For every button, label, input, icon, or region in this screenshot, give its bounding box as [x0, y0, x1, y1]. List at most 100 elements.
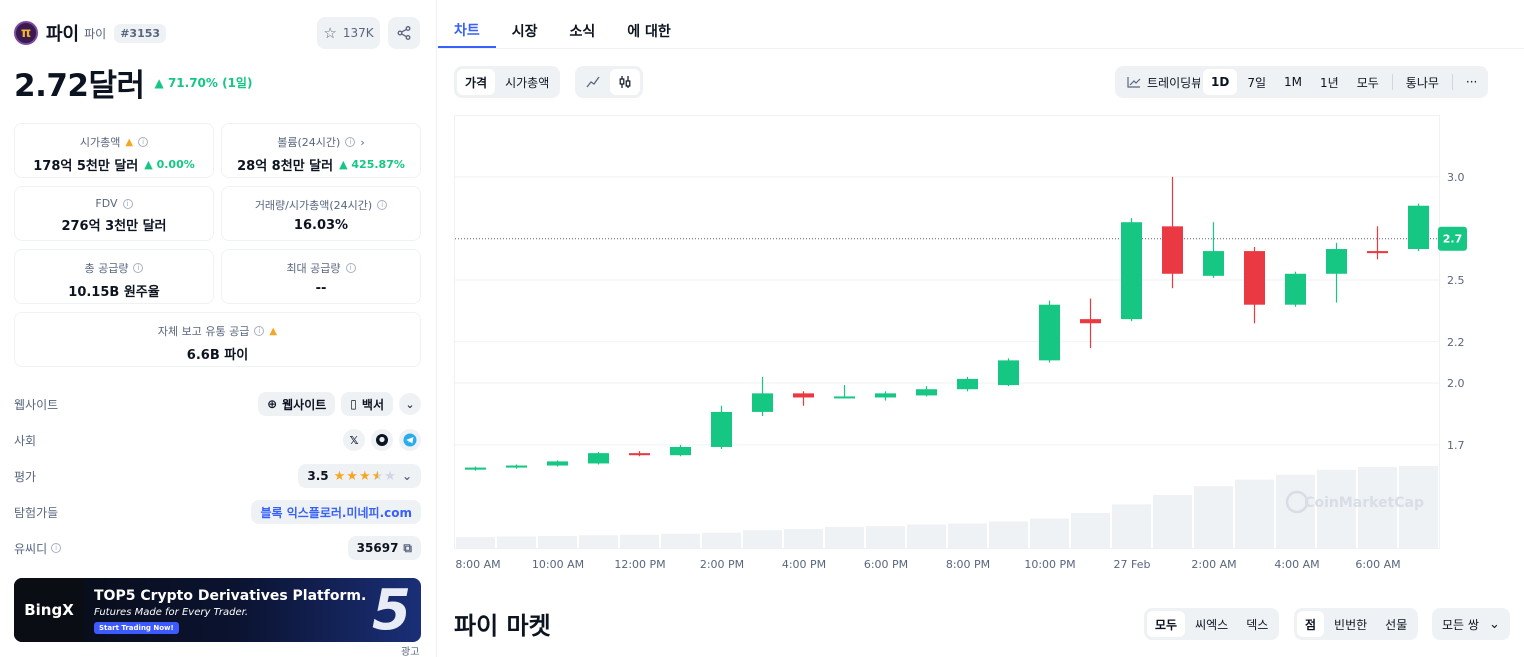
range-1d[interactable]: 1D — [1203, 69, 1238, 95]
line-chart-icon — [586, 76, 600, 88]
x-tick-label: 6:00 PM — [864, 558, 908, 571]
range-1y[interactable]: 1년 — [1320, 75, 1339, 90]
filter-all[interactable]: 모두 — [1147, 611, 1186, 637]
tradingview-icon — [1127, 77, 1141, 88]
x-tick-label: 2:00 PM — [700, 558, 744, 571]
range-7d[interactable]: 7일 — [1247, 75, 1266, 90]
tab-markets[interactable]: 시장 — [511, 24, 538, 40]
ad-headline: TOP5 Crypto Derivatives Platform. — [94, 588, 367, 604]
candlestick-icon — [619, 76, 631, 88]
x-tick-label: 6:00 AM — [1355, 558, 1400, 571]
coin-price: 2.72달러 — [14, 68, 145, 104]
filter-spot[interactable]: 점 — [1297, 611, 1325, 637]
info-icon[interactable]: i — [377, 200, 388, 210]
candle-body — [998, 360, 1019, 386]
y-tick-label: 2.0 — [1447, 377, 1465, 390]
volume-bar — [1358, 467, 1397, 548]
ad-cta-button[interactable]: Start Trading Now! — [94, 622, 179, 634]
info-icon[interactable]: i — [345, 263, 356, 273]
range-log[interactable]: 통나무 — [1405, 75, 1439, 90]
explorer-label: 탐험가들 — [14, 505, 59, 520]
ucid-label: 유씨디 i — [14, 540, 62, 557]
volume-bar — [579, 535, 618, 548]
y-tick-label: 3.0 — [1447, 171, 1465, 184]
expand-links-button[interactable]: ⌄ — [399, 393, 421, 415]
ad-banner[interactable]: BingX TOP5 Crypto Derivatives Platform. … — [14, 578, 421, 642]
tab-about[interactable]: 에 대한 — [627, 24, 671, 40]
watchlist-button[interactable]: ☆ 137K — [317, 17, 380, 49]
vol-mcap-card: 거래량/시가총액(24시간) i 16.03% — [221, 186, 421, 241]
volume-bar — [1399, 466, 1438, 548]
x-tick-label: 10:00 PM — [1024, 558, 1075, 571]
range-all[interactable]: 모두 — [1356, 75, 1379, 90]
filter-futures[interactable]: 선물 — [1385, 617, 1408, 632]
volume-label: 볼륨(24시간) — [277, 136, 341, 149]
tab-chart[interactable]: 차트 — [438, 14, 496, 48]
volume-bar — [1194, 486, 1233, 548]
volume-bar — [784, 528, 823, 548]
coin-logo: π — [14, 21, 38, 45]
vol-mcap-label: 거래량/시가총액(24시간) — [254, 199, 373, 212]
volume-bar — [1071, 513, 1110, 548]
social-label: 사회 — [14, 433, 37, 448]
x-twitter-icon[interactable]: 𝕏 — [343, 429, 365, 451]
more-options-button[interactable]: ··· — [1465, 75, 1478, 89]
range-1m[interactable]: 1M — [1284, 75, 1302, 89]
coin-symbol: 파이 — [84, 26, 107, 41]
candle-chart-button[interactable] — [610, 69, 640, 95]
mode-price[interactable]: 가격 — [457, 69, 496, 95]
y-tick-label: 2.5 — [1447, 274, 1465, 287]
telegram-icon[interactable] — [399, 429, 421, 451]
rating-dropdown[interactable]: 3.5 ★★★★★ ⌄ — [298, 464, 421, 488]
github-icon[interactable] — [371, 429, 393, 451]
volume-bar — [497, 536, 536, 548]
rating-stars: ★★★★★ — [333, 468, 397, 484]
x-tick-label: 27 Feb — [1114, 558, 1151, 571]
info-icon[interactable]: i — [51, 543, 62, 553]
chevron-right-icon: › — [360, 135, 365, 149]
tradingview-button[interactable]: 트레이딩뷰 — [1115, 66, 1215, 98]
time-range-selector: 1D 7일 1M 1년 모두 통나무 ··· — [1200, 66, 1489, 98]
explorer-link[interactable]: 블록 익스플로러.미네피.com — [251, 500, 421, 524]
total-supply-value: 10.15B 원주율 — [68, 285, 160, 300]
filter-cex[interactable]: 씨엑스 — [1195, 617, 1229, 632]
share-icon — [397, 26, 411, 40]
line-chart-button[interactable] — [578, 69, 608, 95]
x-tick-label: 12:00 PM — [614, 558, 665, 571]
volume-bar — [661, 533, 700, 548]
plot-frame — [454, 115, 1440, 549]
market-cap-value: 178억 5천만 달러 — [33, 159, 139, 174]
share-button[interactable] — [388, 17, 420, 49]
volume-change: ▲ 425.87% — [339, 158, 405, 171]
copy-icon: ⧉ — [403, 540, 412, 555]
volume-bar — [1112, 504, 1151, 548]
self-reported-value: 6.6B 파이 — [186, 348, 249, 363]
whitepaper-link[interactable]: ▯ 백서 — [341, 392, 393, 416]
info-icon[interactable]: i — [122, 198, 133, 209]
vol-mcap-value: 16.03% — [293, 218, 349, 233]
info-icon[interactable]: i — [254, 326, 265, 336]
volume-card[interactable]: 볼륨(24시간) i › 28억 8천만 달러 ▲ 425.87% — [221, 123, 421, 178]
info-icon[interactable]: i — [133, 263, 144, 273]
website-link[interactable]: ⊕ 웹사이트 — [258, 392, 336, 416]
max-supply-value: -- — [315, 281, 327, 296]
mode-market-cap[interactable]: 시가총액 — [505, 75, 550, 90]
chart-type-toggle — [575, 66, 643, 98]
volume-bar — [1317, 469, 1356, 548]
filter-dex[interactable]: 덱스 — [1246, 617, 1269, 632]
info-icon[interactable]: i — [138, 137, 149, 147]
fdv-card: FDV i 276억 3천만 달러 — [14, 186, 214, 241]
pairs-dropdown[interactable]: 모든 쌍 ⌄ — [1432, 608, 1510, 640]
tab-news[interactable]: 소식 — [569, 24, 596, 40]
ucid-copy[interactable]: 35697 ⧉ — [347, 536, 421, 560]
ucid-row: 유씨디 i 35697 ⧉ — [14, 530, 421, 566]
coinmarketcap-icon — [1285, 490, 1309, 514]
current-price-tag — [1438, 226, 1467, 251]
filter-perpetual[interactable]: 빈번한 — [1334, 617, 1368, 632]
y-tick-label: 2.2 — [1447, 336, 1465, 349]
volume-bar — [866, 526, 905, 548]
volume-bar — [989, 521, 1028, 548]
info-icon[interactable]: i — [345, 137, 356, 147]
website-label: 웹사이트 — [14, 397, 59, 412]
